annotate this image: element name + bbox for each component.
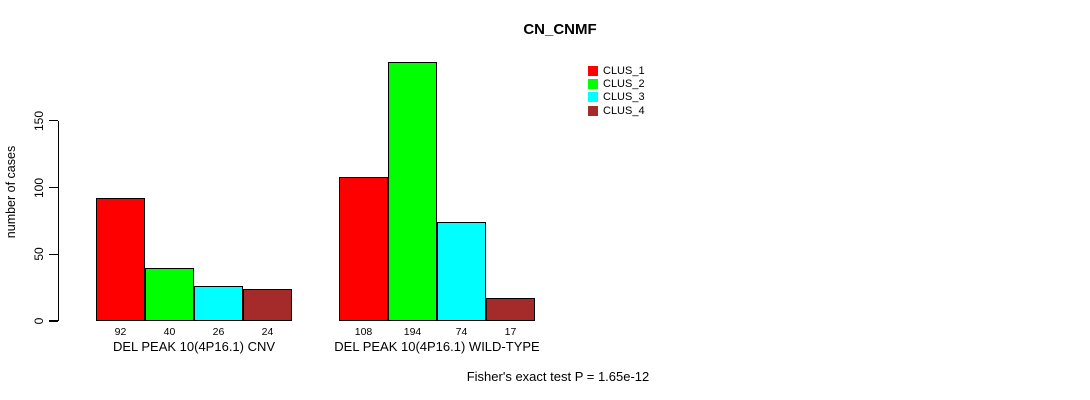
legend-label: CLUS_2: [603, 78, 645, 91]
bar-value-label: 74: [455, 326, 468, 338]
y-axis-label: number of cases: [4, 145, 18, 239]
legend-swatch-icon: [588, 105, 598, 116]
bar-value-label: 40: [163, 326, 176, 338]
bar-value-label: 24: [261, 326, 274, 338]
group-label: DEL PEAK 10(4P16.1) WILD-TYPE: [334, 339, 540, 354]
y-tick-label: 0: [32, 317, 46, 325]
legend-label: CLUS_1: [603, 64, 645, 77]
y-axis-line: [57, 120, 59, 322]
legend-swatch-icon: [588, 79, 598, 90]
bar-clus_3: [437, 222, 486, 321]
bar-value-label: 17: [504, 326, 517, 338]
chart-title: CN_CNMF: [523, 21, 597, 38]
legend-row: CLUS_1: [588, 64, 645, 77]
legend-row: CLUS_2: [588, 77, 645, 90]
fisher-test-footnote: Fisher's exact test P = 1.65e-12: [466, 369, 650, 384]
legend-label: CLUS_3: [603, 91, 645, 104]
legend: CLUS_1 CLUS_2 CLUS_3 CLUS_4: [588, 64, 645, 118]
bar-clus_1: [96, 198, 145, 321]
bar-clus_1: [339, 176, 388, 321]
bar-clus_3: [194, 286, 243, 321]
y-tick-mark: [48, 253, 58, 255]
bar-value-label: 194: [403, 326, 422, 338]
bar-clus_4: [486, 298, 535, 321]
bar-clus_2: [145, 267, 194, 321]
legend-swatch-icon: [588, 92, 598, 103]
legend-label: CLUS_4: [603, 104, 645, 117]
y-tick-label: 50: [32, 247, 46, 261]
legend-swatch-icon: [588, 65, 598, 76]
y-tick-mark: [48, 320, 58, 322]
bar-value-label: 26: [212, 326, 225, 338]
y-tick-mark: [48, 120, 58, 122]
y-tick-mark: [48, 187, 58, 189]
y-tick-label: 150: [32, 110, 46, 131]
bar-value-label: 108: [354, 326, 373, 338]
legend-row: CLUS_3: [588, 91, 645, 104]
bar-value-label: 92: [114, 326, 127, 338]
y-tick-label: 100: [32, 177, 46, 198]
legend-row: CLUS_4: [588, 104, 645, 117]
group-label: DEL PEAK 10(4P16.1) CNV: [112, 339, 276, 354]
bar-clus_4: [243, 288, 292, 321]
bar-clus_2: [388, 62, 437, 321]
